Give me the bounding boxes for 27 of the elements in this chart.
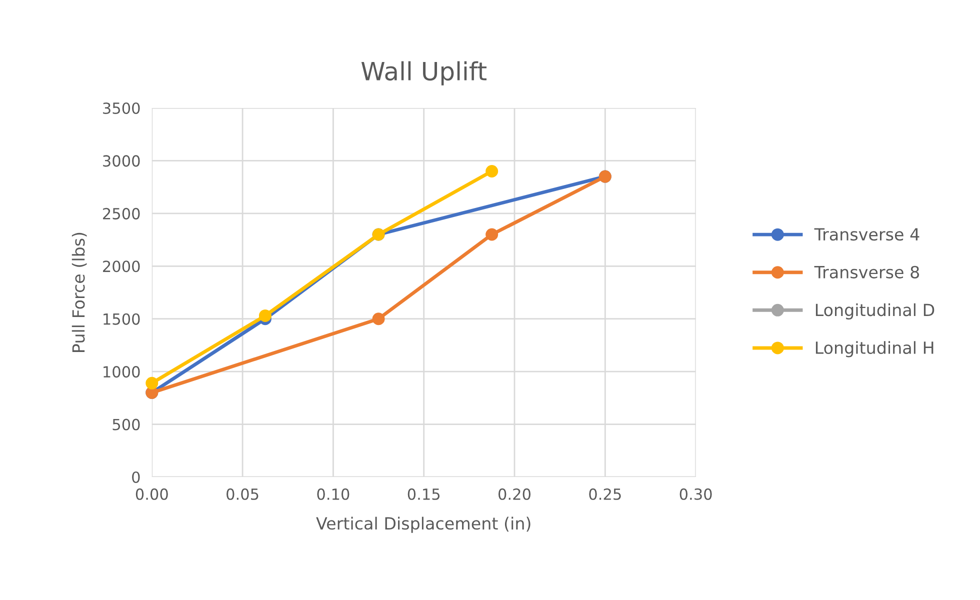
y-tick-label: 3500 [103,102,140,114]
x-tick-label: 0.00 [136,488,168,500]
y-tick-label: 2500 [103,208,140,220]
y-tick-label: 3000 [103,155,140,167]
chart-title: Wall Uplift [361,61,487,86]
x-tick-label: 0.15 [408,488,440,500]
x-tick-label: 0.05 [226,488,258,500]
point [372,312,385,326]
legend-label: Longitudinal H [816,341,934,358]
x-tick-label: 0.10 [317,488,350,500]
point [486,165,498,178]
y-tick-label: 1000 [104,366,140,378]
y-tick-label: 1500 [104,313,140,325]
y-tick-label: 2000 [103,260,140,272]
legend-label: Transverse 4 [814,228,920,241]
point [258,309,272,322]
y-tick-label: 500 [112,418,140,430]
x-tick-label: 0.30 [680,488,712,500]
x-tick-label: 0.20 [498,488,530,500]
point [146,376,158,390]
x-axis-title: Vertical Displacement (in) [316,516,530,533]
x-tick-label: 0.25 [589,488,621,500]
legend-label: Transverse 8 [814,266,920,278]
y-axis-title: Pull Force (lbs) [72,232,87,352]
legend-label: Longitudinal D [816,303,934,320]
y-tick-label: 0 [132,471,140,484]
point [486,228,498,241]
